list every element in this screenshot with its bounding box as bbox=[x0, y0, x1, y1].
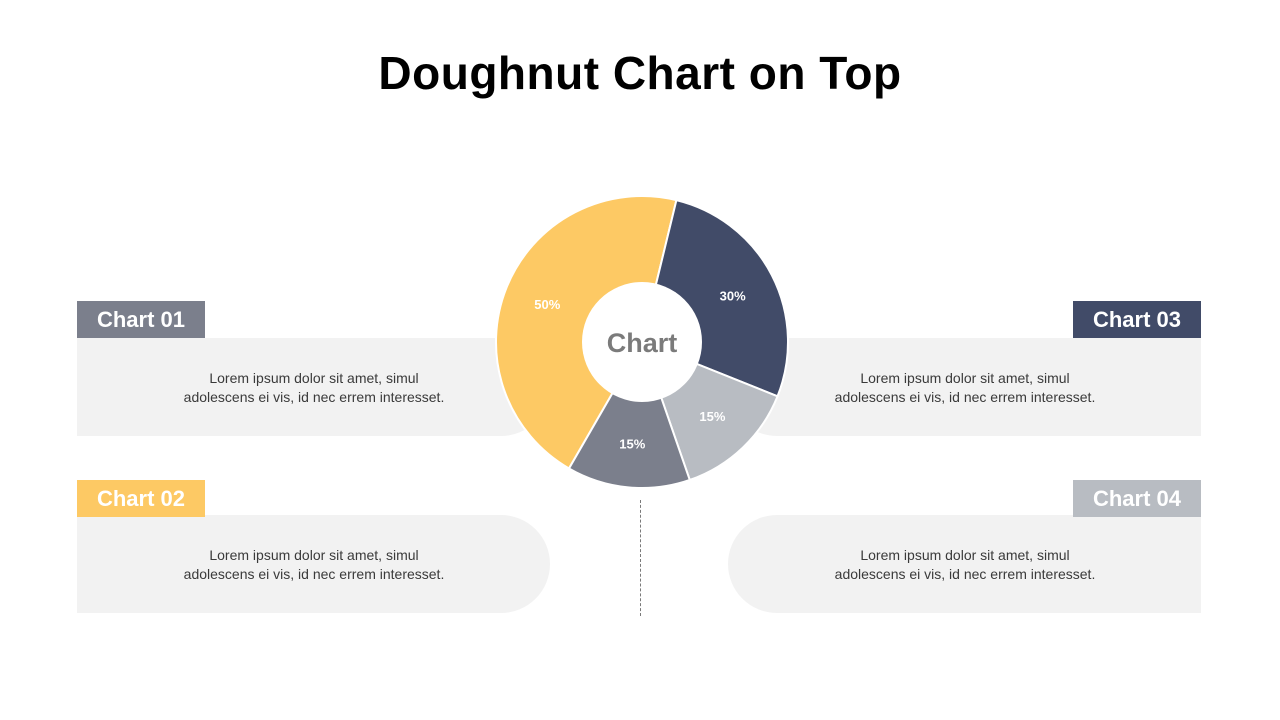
doughnut-center-label: Chart bbox=[607, 328, 678, 358]
dashed-divider bbox=[640, 500, 641, 616]
card-03-tag: Chart 03 bbox=[1073, 301, 1201, 338]
doughnut-slice-label-4: 15% bbox=[619, 437, 645, 452]
card-04-text-line1: Lorem ipsum dolor sit amet, simul bbox=[860, 547, 1070, 563]
doughnut-slice-labels: 50% 30% 15% 15% bbox=[534, 288, 746, 451]
card-02-text-line2: adolescens ei vis, id nec errem interess… bbox=[183, 566, 445, 582]
card-03-box bbox=[728, 338, 1201, 436]
card-02-text: Lorem ipsum dolor sit amet, simul adoles… bbox=[164, 546, 464, 584]
doughnut-hole bbox=[582, 282, 702, 402]
card-04-text: Lorem ipsum dolor sit amet, simul adoles… bbox=[815, 546, 1115, 584]
card-02-tag: Chart 02 bbox=[77, 480, 205, 517]
card-03-text-line1: Lorem ipsum dolor sit amet, simul bbox=[860, 370, 1070, 386]
card-02-text-line1: Lorem ipsum dolor sit amet, simul bbox=[209, 547, 419, 563]
doughnut-slice-4 bbox=[567, 339, 692, 489]
doughnut-slice-label-3: 15% bbox=[699, 409, 725, 424]
card-04-box bbox=[728, 515, 1201, 613]
card-04-text-line2: adolescens ei vis, id nec errem interess… bbox=[834, 566, 1096, 582]
card-01-text-line2: adolescens ei vis, id nec errem interess… bbox=[183, 389, 445, 405]
card-02-box bbox=[77, 515, 550, 613]
card-01-text-line1: Lorem ipsum dolor sit amet, simul bbox=[209, 370, 419, 386]
card-04-tag: Chart 04 bbox=[1073, 480, 1201, 517]
card-01-box bbox=[77, 338, 550, 436]
card-01-tag: Chart 01 bbox=[77, 301, 205, 338]
card-01-text: Lorem ipsum dolor sit amet, simul adoles… bbox=[164, 369, 464, 407]
page-title: Doughnut Chart on Top bbox=[378, 47, 902, 99]
doughnut-slice-label-1: 50% bbox=[534, 297, 560, 312]
card-03-text: Lorem ipsum dolor sit amet, simul adoles… bbox=[815, 369, 1115, 407]
doughnut-slice-label-2: 30% bbox=[720, 288, 746, 303]
card-03-text-line2: adolescens ei vis, id nec errem interess… bbox=[834, 389, 1096, 405]
